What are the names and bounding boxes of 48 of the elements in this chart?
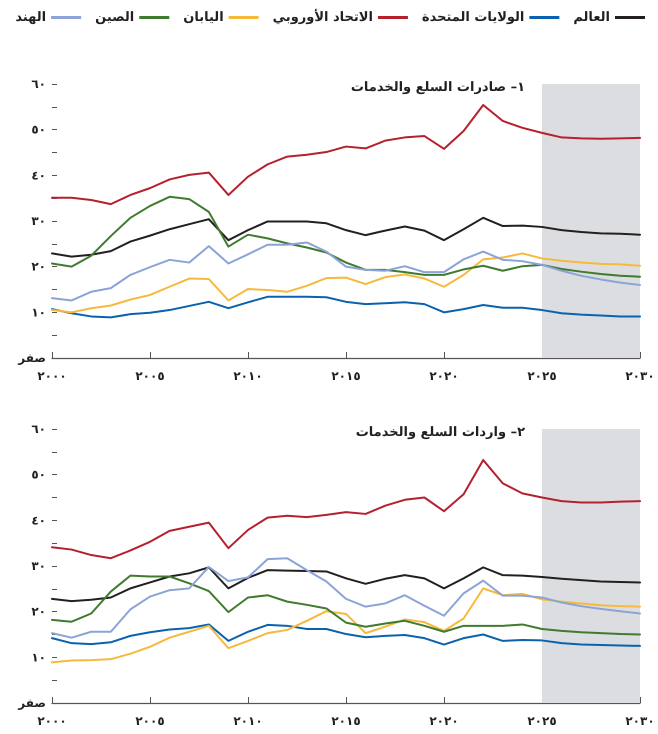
legend-label: اليابان <box>183 10 224 25</box>
line-series <box>51 216 641 258</box>
legend-label: الهند <box>15 10 46 25</box>
y-tick-label: ٤٠ <box>31 513 46 528</box>
line-series <box>51 459 641 560</box>
x-tick-label: ٢٠٢٠ <box>429 714 459 728</box>
line-series <box>51 296 641 318</box>
y-tick-label: ٣٠ <box>31 214 46 228</box>
y-tick-label: ٦٠ <box>31 422 46 436</box>
y-tick-label: ٢٠ <box>31 604 46 619</box>
line-series <box>51 623 641 647</box>
x-tick-label: ٢٠٢٥ <box>527 714 557 728</box>
line-series <box>51 557 641 639</box>
y-tick-label: ٤٠ <box>31 168 46 182</box>
legend-label: العالم <box>573 10 610 25</box>
y-tick-label: ٣٠ <box>31 559 46 573</box>
line-series <box>51 104 641 206</box>
line-series <box>51 252 641 314</box>
y-tick-label: صفر <box>17 351 46 365</box>
x-tick-label: ٢٠٣٠ <box>625 369 655 383</box>
x-tick-label: ٢٠٠٥ <box>135 714 165 728</box>
y-tick-label: صفر <box>17 696 46 710</box>
y-tick-label: ١٠ <box>31 305 46 320</box>
y-tick-label: ٥٠ <box>31 468 46 482</box>
y-tick-label: ٥٠ <box>31 122 46 137</box>
y-tick-label: ٢٠ <box>31 260 46 274</box>
line-series <box>51 196 641 278</box>
chart-title: ١– صادرات السلع والخدمات <box>350 80 526 95</box>
line-series <box>51 574 641 636</box>
x-tick-label: ٢٠١٥ <box>331 369 361 383</box>
line-series <box>51 566 641 602</box>
x-tick-label: ٢٠٣٠ <box>625 714 655 728</box>
legend-label: الاتحاد الأوروبي <box>272 8 373 25</box>
legend-label: الولايات المتحدة <box>422 10 524 25</box>
y-tick-label: ٦٠ <box>31 77 46 91</box>
line-series <box>51 587 641 664</box>
x-tick-label: ٢٠١٥ <box>331 714 361 728</box>
x-tick-label: ٢٠٠٠ <box>37 369 67 383</box>
y-tick-label: ١٠ <box>31 650 46 664</box>
x-tick-label: ٢٠٢٥ <box>527 369 557 383</box>
x-tick-label: ٢٠١٠ <box>233 714 263 728</box>
x-tick-label: ٢٠٢٠ <box>429 369 459 383</box>
x-tick-label: ٢٠٠٥ <box>135 369 165 383</box>
chart-title: ٢– واردات السلع والخدمات <box>356 425 526 440</box>
line-series <box>51 241 641 302</box>
legend-label: الصين <box>95 10 134 25</box>
x-tick-label: ٢٠٠٠ <box>37 714 67 728</box>
x-tick-label: ٢٠١٠ <box>233 369 263 383</box>
